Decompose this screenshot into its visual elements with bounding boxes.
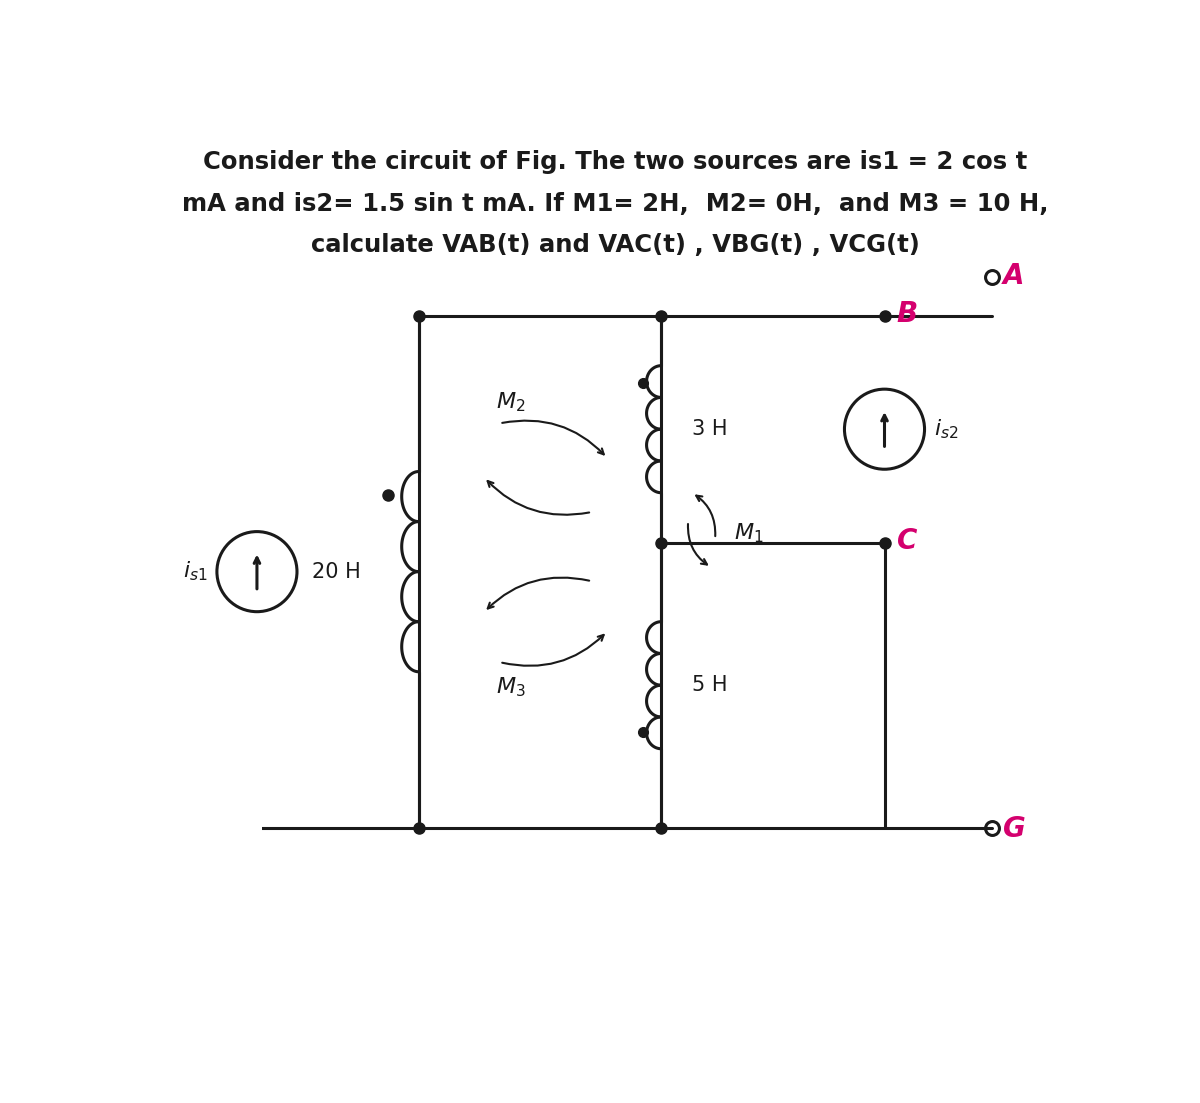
Text: A: A: [1003, 261, 1025, 290]
Text: C: C: [896, 527, 917, 555]
Text: G: G: [1003, 815, 1026, 843]
Text: mA and is2= 1.5 sin t mA. If M1= 2H,  M2= 0H,  and M3 = 10 H,: mA and is2= 1.5 sin t mA. If M1= 2H, M2=…: [181, 192, 1049, 216]
Text: $M_1$: $M_1$: [734, 522, 764, 545]
Text: 20 H: 20 H: [312, 561, 361, 581]
Text: $M_2$: $M_2$: [497, 390, 526, 415]
Text: 5 H: 5 H: [692, 675, 727, 695]
Text: Consider the circuit of Fig. The two sources are is1 = 2 cos t: Consider the circuit of Fig. The two sou…: [203, 150, 1027, 173]
Text: calculate VAB(t) and VAC(t) , VBG(t) , VCG(t): calculate VAB(t) and VAC(t) , VBG(t) , V…: [311, 233, 919, 257]
Text: $M_3$: $M_3$: [497, 676, 526, 699]
Text: 3 H: 3 H: [692, 419, 727, 439]
Text: $i_{s2}$: $i_{s2}$: [934, 417, 959, 441]
Text: B: B: [896, 300, 918, 328]
Text: $i_{s1}$: $i_{s1}$: [182, 560, 208, 583]
